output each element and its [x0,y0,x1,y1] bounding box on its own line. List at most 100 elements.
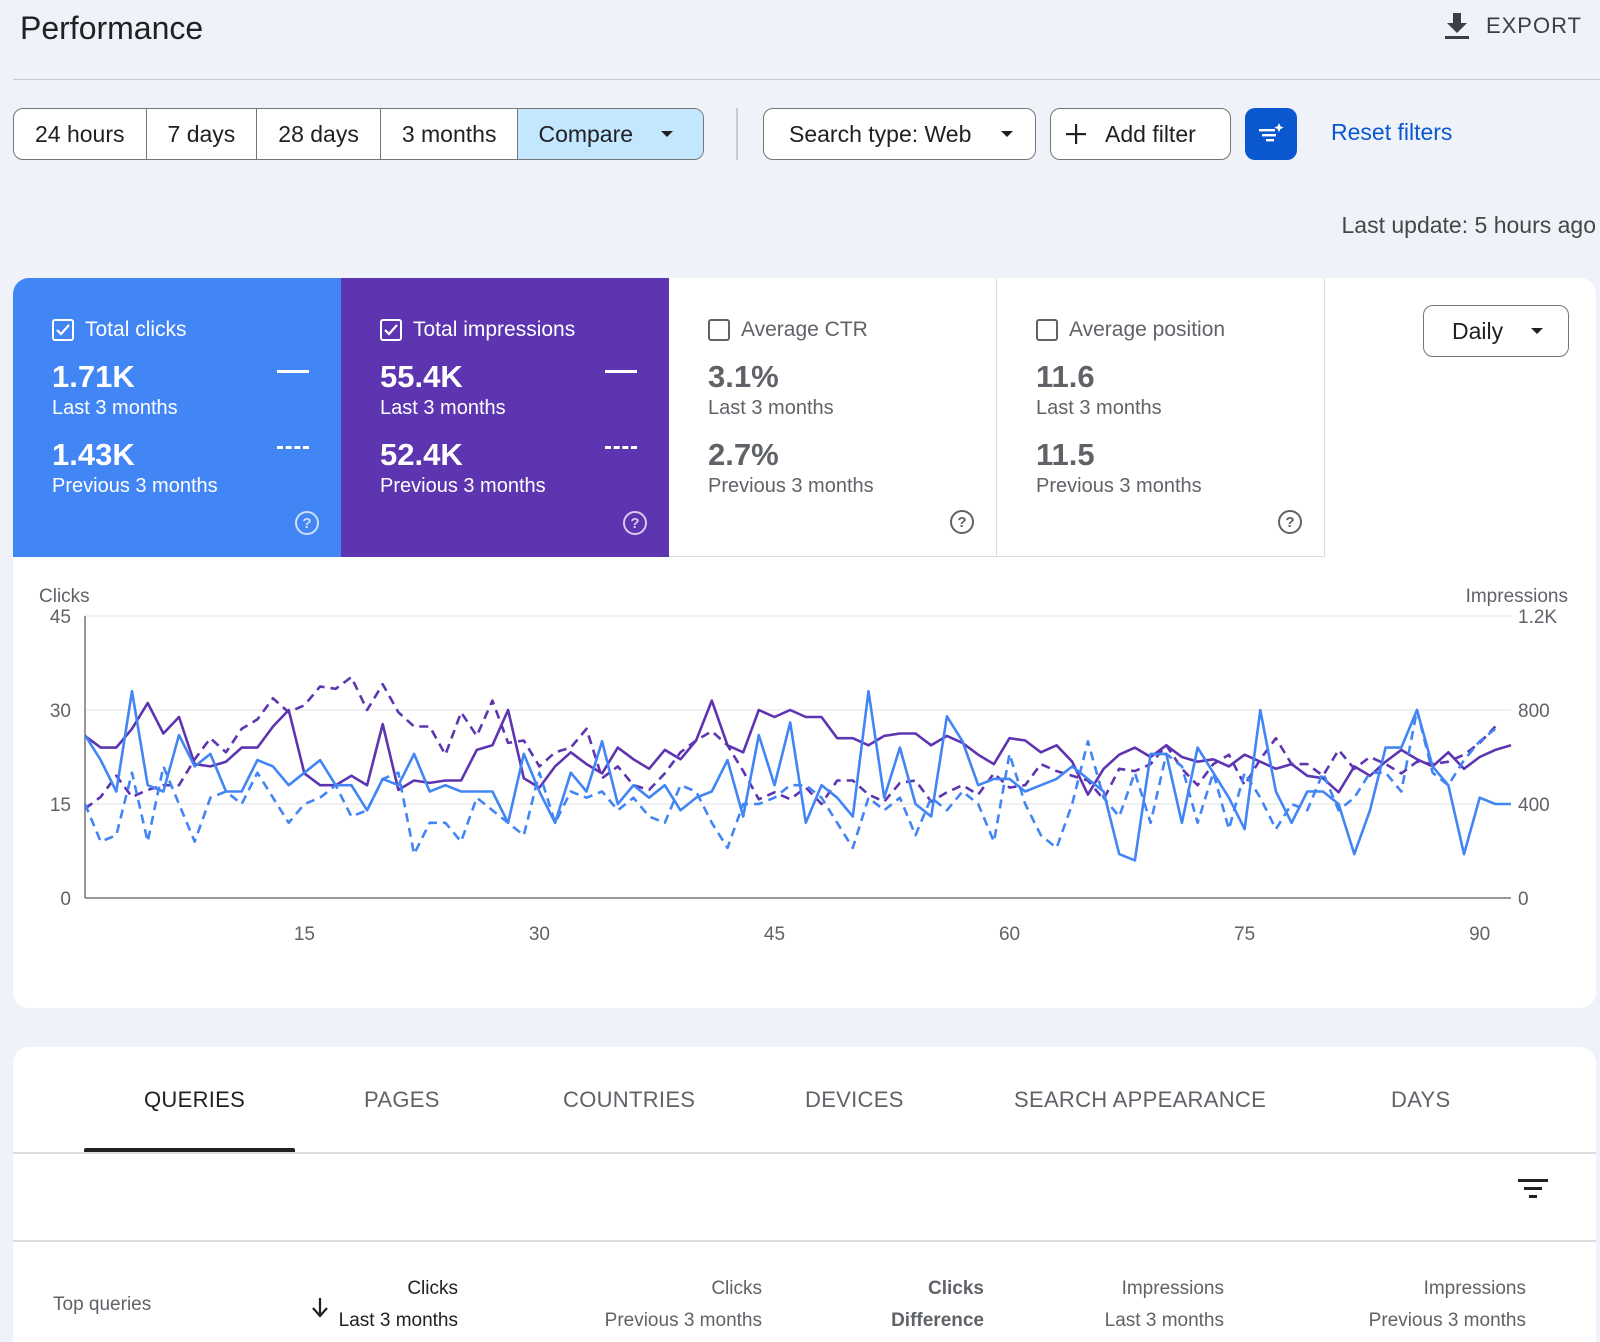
metric-previous-label: Previous 3 months [380,475,546,497]
legend-solid-line-icon [605,370,637,373]
search-type-dropdown[interactable]: Search type: Web [763,108,1036,160]
tab-devices[interactable]: DEVICES [805,1087,904,1112]
metric-current-label: Last 3 months [380,397,506,419]
metric-current-label: Last 3 months [52,397,178,419]
y-right-tick-label: 400 [1518,795,1550,816]
legend-dashed-line-icon [605,446,637,449]
performance-card: Total clicks 1.71K Last 3 months 1.43K P… [13,278,1596,1008]
column-header-impressions-previous[interactable]: Impressions Previous 3 months [1368,1278,1526,1331]
filter-sparkle-icon [1259,123,1284,142]
metric-previous-label: Previous 3 months [708,475,874,497]
sort-arrow-down-icon[interactable] [310,1297,330,1319]
help-icon[interactable]: ? [1278,510,1302,534]
column-header-impressions-last[interactable]: Impressions Last 3 months [1104,1278,1224,1331]
metric-label: Total impressions [413,318,576,341]
y-right-tick-label: 0 [1518,889,1529,910]
checkbox-checked-icon[interactable] [52,319,74,341]
performance-chart: Clicks Impressions 0 0 15 400 30 800 45 1.2K 15 30 4… [39,586,1568,945]
date-range-group: 24 hours 7 days 28 days 3 months Compare [13,108,705,160]
tabs-divider [13,1152,1596,1154]
tab-days[interactable]: DAYS [1391,1087,1451,1112]
range-7-days[interactable]: 7 days [147,109,258,159]
x-tick-label: 15 [294,924,315,945]
x-tick-label: 60 [999,924,1020,945]
compare-dropdown[interactable]: Compare [518,109,704,159]
legend-solid-line-icon [277,370,309,373]
metric-previous-label: Previous 3 months [52,475,218,497]
y-left-tick-label: 0 [60,889,71,910]
help-icon[interactable]: ? [295,511,319,535]
export-label: EXPORT [1485,13,1582,38]
dimensions-card: QUERIES PAGES COUNTRIES DEVICES SEARCH A… [13,1047,1596,1342]
metric-label: Total clicks [85,318,187,341]
metric-average-position[interactable]: Average position 11.6 Last 3 months 11.5… [997,278,1325,557]
x-tick-label: 90 [1469,924,1490,945]
top-queries-header[interactable]: Top queries [53,1294,152,1315]
series-line-impressions-dashed [84,675,1497,810]
checkbox-unchecked-icon[interactable] [1036,319,1058,341]
tab-queries[interactable]: QUERIES [144,1087,246,1112]
caret-down-icon [661,131,674,137]
active-tab-indicator [84,1148,295,1152]
range-24-hours[interactable]: 24 hours [14,109,147,159]
tab-countries[interactable]: COUNTRIES [563,1087,696,1112]
metric-label: Average position [1069,318,1226,341]
granularity-dropdown[interactable]: Daily [1423,305,1569,357]
metric-average-ctr[interactable]: Average CTR 3.1% Last 3 months 2.7% Prev… [669,278,997,557]
compare-label: Compare [538,120,634,147]
y-right-tick-label: 1.2K [1518,607,1557,628]
filter-list-icon[interactable] [1517,1177,1549,1201]
checkbox-unchecked-icon[interactable] [708,319,730,341]
y-right-tick-label: 800 [1518,701,1550,722]
page-title: Performance [20,10,204,46]
series-line-clicks-dashed [83,708,1497,856]
caret-down-icon [1531,328,1543,334]
caret-down-icon [1001,131,1013,137]
filter-sparkle-button[interactable] [1245,108,1297,160]
checkbox-checked-icon[interactable] [380,319,402,341]
y-axis-left-label: Clicks [39,586,90,607]
toolbar-divider [736,108,738,160]
metric-current-value: 3.1% [708,359,779,394]
column-header-clicks-difference[interactable]: Clicks Difference [891,1278,984,1331]
table-divider [13,1240,1596,1242]
help-icon[interactable]: ? [623,511,647,535]
add-filter-button[interactable]: Add filter [1050,108,1231,160]
column-header-clicks-previous[interactable]: Clicks Previous 3 months [604,1278,762,1331]
metric-current-value: 55.4K [380,359,463,394]
y-left-tick-label: 45 [50,607,71,628]
reset-filters-link[interactable]: Reset filters [1331,119,1453,145]
tab-pages[interactable]: PAGES [364,1087,440,1112]
metric-total-impressions[interactable]: Total impressions 55.4K Last 3 months 52… [341,278,669,557]
metric-current-value: 11.6 [1036,359,1095,394]
download-icon [1444,13,1469,39]
search-type-label: Search type: Web [789,120,972,147]
series-line-impressions-solid [84,699,1512,796]
x-tick-label: 30 [529,924,550,945]
metric-total-clicks[interactable]: Total clicks 1.71K Last 3 months 1.43K P… [13,278,341,557]
range-3-months[interactable]: 3 months [381,109,519,159]
column-header-clicks-last[interactable]: Clicks Last 3 months [338,1278,458,1331]
metric-label: Average CTR [741,318,868,341]
plus-icon [1066,124,1086,144]
metric-previous-label: Previous 3 months [1036,475,1202,497]
metric-current-value: 1.71K [52,359,135,394]
help-icon[interactable]: ? [950,510,974,534]
y-axis-right-label: Impressions [1466,586,1568,607]
series-line-clicks-solid [83,689,1511,862]
metric-current-label: Last 3 months [1036,397,1162,419]
legend-dashed-line-icon [277,446,309,449]
metric-previous-value: 52.4K [380,437,463,472]
header-divider [13,79,1600,80]
y-left-tick-label: 30 [50,701,71,722]
metric-current-label: Last 3 months [708,397,834,419]
metric-previous-value: 11.5 [1036,437,1095,472]
export-button[interactable]: EXPORT [1444,12,1582,40]
granularity-label: Daily [1452,317,1504,344]
metric-previous-value: 1.43K [52,437,135,472]
y-left-tick-label: 15 [50,795,71,816]
x-tick-label: 75 [1234,924,1255,945]
range-28-days[interactable]: 28 days [257,109,381,159]
last-update-text: Last update: 5 hours ago [1341,212,1596,238]
tab-search-appearance[interactable]: SEARCH APPEARANCE [1014,1087,1267,1112]
